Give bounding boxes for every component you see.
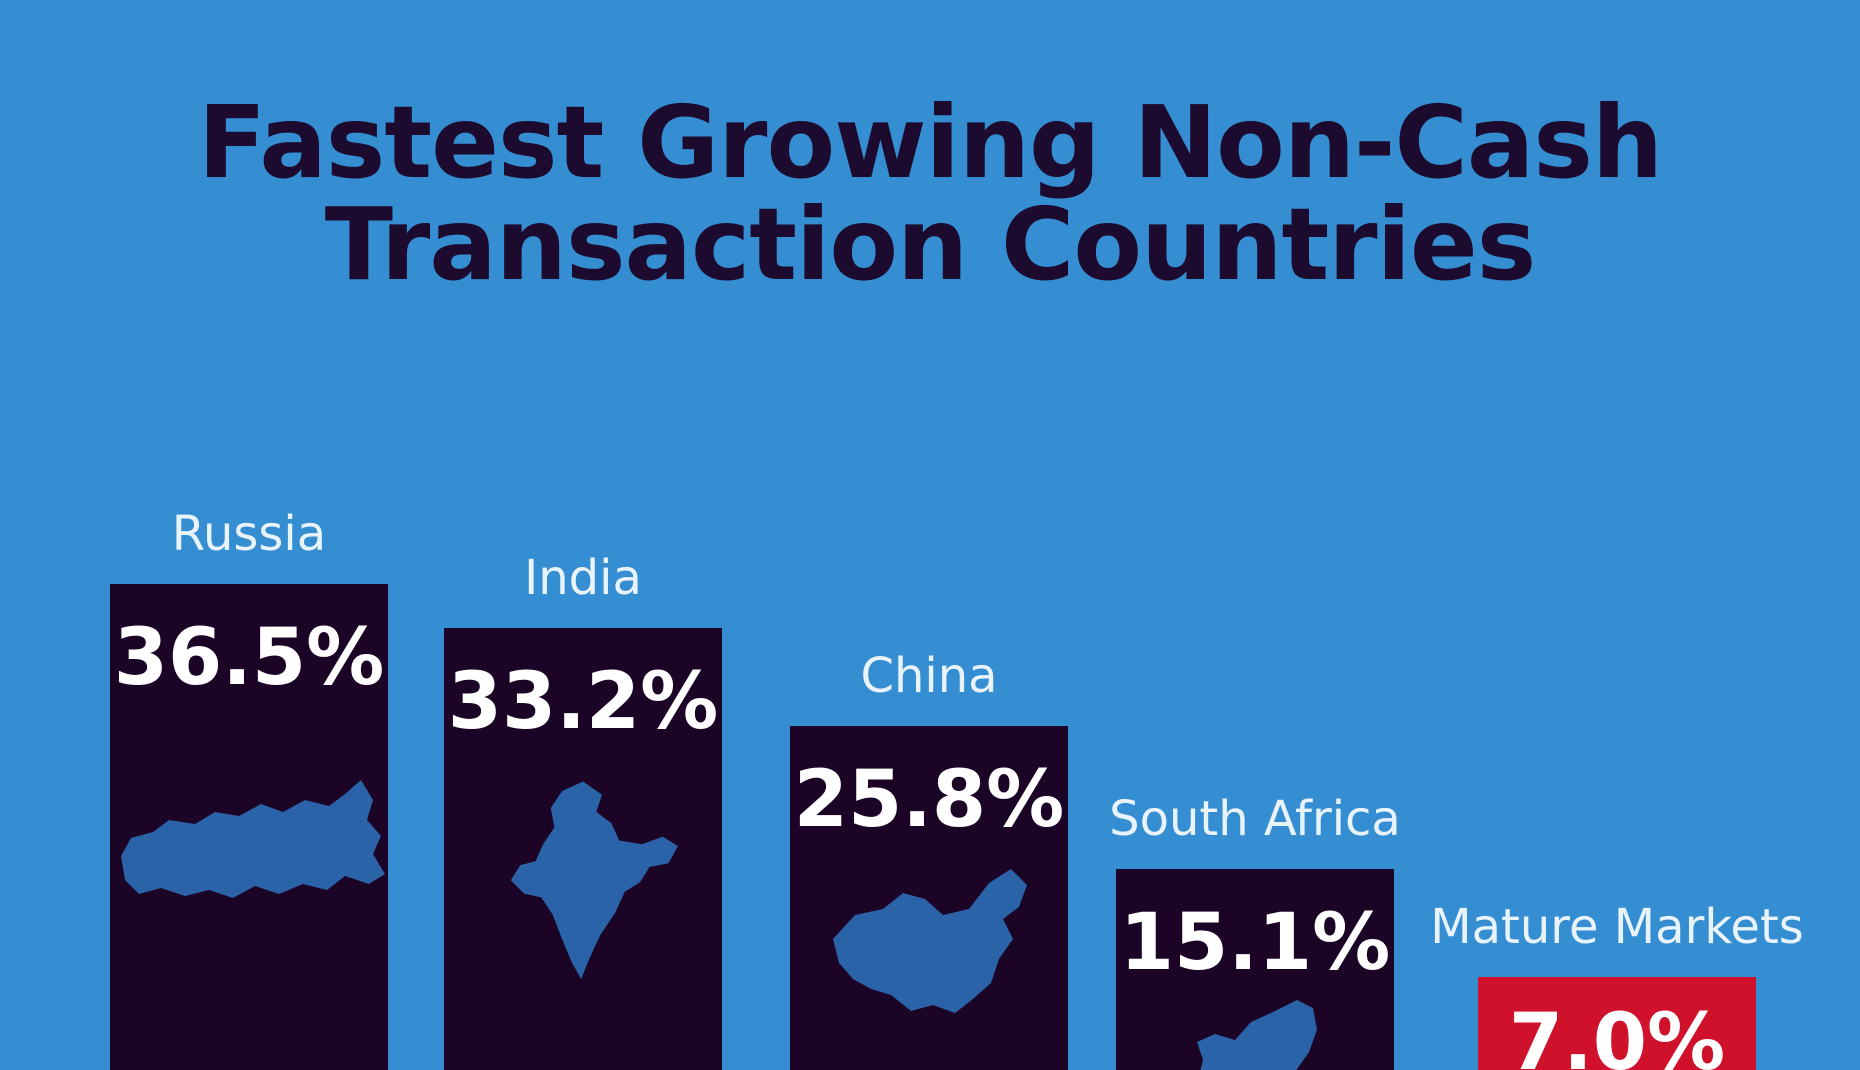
india-map-icon (510, 781, 678, 980)
bar-group-china: China 25.8% (790, 648, 1068, 1070)
bar-group-south-africa: South Africa 15.1% (1109, 791, 1401, 1070)
value-label: 36.5% (114, 613, 385, 703)
category-label: Russia (172, 506, 326, 562)
chart-title-line-2: Transaction Countries (324, 186, 1537, 303)
value-label: 15.1% (1120, 898, 1391, 988)
bar-group-mature-markets: Mature Markets 7.0% (1430, 899, 1804, 1070)
category-label: India (524, 550, 642, 606)
category-label: China (860, 648, 997, 704)
bar-group-india: India 33.2% (444, 550, 722, 1070)
chart-title: Fastest Growing Non-Cash Transaction Cou… (0, 92, 1860, 296)
bar-group-russia: Russia 36.5% (110, 506, 388, 1070)
chart-title-line-1: Fastest Growing Non-Cash (197, 84, 1663, 201)
value-label: 33.2% (448, 657, 719, 747)
category-label: Mature Markets (1430, 899, 1804, 955)
category-label: South Africa (1109, 791, 1401, 847)
bars-layer: Russia 36.5% India 33.2% China 25.8% South Afr… (110, 506, 1804, 1070)
value-label: 7.0% (1509, 998, 1725, 1070)
china-map-icon (833, 869, 1027, 1013)
south-africa-map-icon (1197, 1000, 1317, 1070)
russia-map-icon (121, 780, 385, 898)
value-label: 25.8% (794, 755, 1065, 845)
bar (1478, 977, 1756, 1070)
